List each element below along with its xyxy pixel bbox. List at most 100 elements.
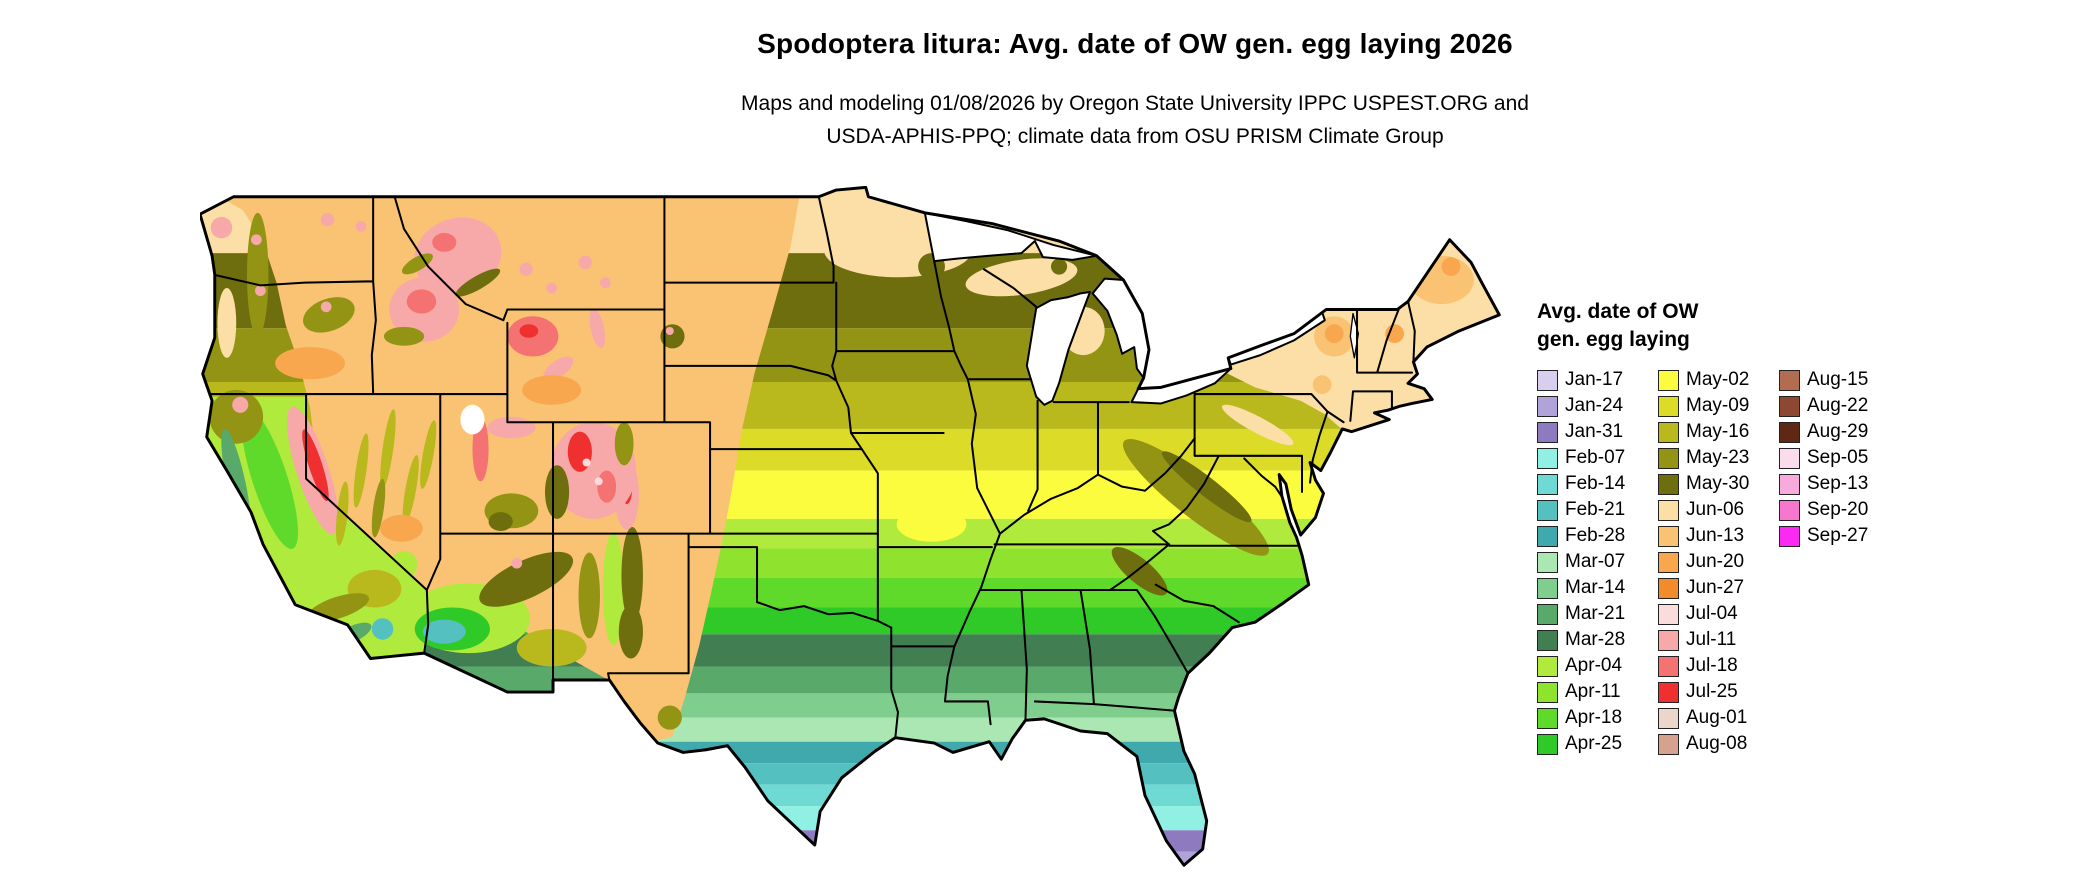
mogollon-rim	[479, 551, 574, 607]
legend-swatch	[1658, 655, 1679, 677]
legend-column: Jan-17 Jan-24 Jan-31 Feb-07 Feb-14 Feb-21 Feb-…	[1537, 367, 1658, 757]
legend-item: Feb-21	[1537, 497, 1658, 523]
legend-title-line-2: gen. egg laying	[1537, 327, 1690, 351]
legend-item: Mar-21	[1537, 601, 1658, 627]
legend-label: Jul-18	[1686, 655, 1738, 677]
legend-label: Sep-20	[1807, 499, 1869, 521]
legend-item: Jan-17	[1537, 367, 1658, 393]
legend-swatch	[1779, 395, 1800, 417]
legend-swatch	[1658, 525, 1679, 547]
legend-item: Aug-08	[1658, 731, 1779, 757]
legend-swatch	[1779, 473, 1800, 495]
wind-river-range	[543, 356, 574, 381]
legend-label: May-23	[1686, 447, 1750, 469]
legend-swatch	[1537, 733, 1558, 755]
legend-item: May-16	[1658, 419, 1779, 445]
legend-swatch	[1779, 525, 1800, 547]
legend-label: Apr-04	[1565, 655, 1623, 677]
maine-highlands	[1409, 255, 1474, 305]
legend-label: Feb-07	[1565, 447, 1626, 469]
davis-mountains	[657, 705, 682, 730]
legend-item: Jul-11	[1658, 627, 1779, 653]
legend-label: Sep-05	[1807, 447, 1869, 469]
upper-peninsula	[965, 258, 1078, 297]
legend-swatch	[1537, 395, 1558, 417]
legend-swatch	[1537, 603, 1558, 625]
salton-basin	[371, 618, 394, 640]
legend-swatch	[1658, 603, 1679, 625]
legend-label: Feb-21	[1565, 499, 1626, 521]
legend-item: May-09	[1658, 393, 1779, 419]
ozarks	[896, 506, 967, 542]
legend-item: Jul-25	[1658, 679, 1779, 705]
legend-label: Aug-22	[1807, 395, 1869, 417]
legend-item: Aug-01	[1658, 705, 1779, 731]
legend-item: Feb-14	[1537, 471, 1658, 497]
legend-item: Apr-04	[1537, 653, 1658, 679]
white-mountains	[1385, 324, 1405, 344]
us-outline	[200, 186, 1501, 867]
lake-michigan	[1025, 291, 1091, 406]
great-lakes	[923, 211, 1360, 406]
pennsylvania-ridges	[1221, 404, 1294, 446]
klamath-mountains	[209, 390, 264, 444]
legend-item: May-23	[1658, 445, 1779, 471]
legend-label: May-16	[1686, 421, 1750, 443]
legend-swatch	[1537, 525, 1558, 547]
legend-item: Mar-28	[1537, 627, 1658, 653]
legend-label: Sep-27	[1807, 525, 1869, 547]
legend-item: Jul-04	[1658, 601, 1779, 627]
legend-label: Apr-11	[1565, 681, 1621, 703]
legend-label: May-09	[1686, 395, 1750, 417]
legend-title-line-1: Avg. date of OW	[1537, 300, 1699, 323]
legend-label: Jul-25	[1686, 681, 1738, 703]
legend-label: May-30	[1686, 473, 1750, 495]
legend-swatch	[1537, 473, 1558, 495]
legend-label: Jun-13	[1686, 525, 1745, 547]
legend-swatch	[1537, 421, 1558, 443]
legend-item: Jan-31	[1537, 419, 1658, 445]
cascades	[246, 212, 269, 337]
central-valley	[241, 408, 299, 550]
appalachians	[1122, 439, 1269, 556]
legend-swatch	[1537, 577, 1558, 599]
us-map-svg	[200, 186, 1501, 867]
legend-swatch	[1537, 551, 1558, 573]
oregon-high-desert	[275, 347, 345, 380]
legend-item: Aug-29	[1779, 419, 1900, 445]
legend-item: Sep-05	[1779, 445, 1900, 471]
legend-item: Mar-07	[1537, 549, 1658, 575]
legend-item: Mar-14	[1537, 575, 1658, 601]
legend-label: Mar-28	[1565, 629, 1626, 651]
legend-swatch	[1779, 499, 1800, 521]
page-subtitle: Maps and modeling 01/08/2026 by Oregon S…	[235, 88, 2035, 153]
bighorn-mountains	[589, 308, 606, 349]
legend-label: Mar-21	[1565, 603, 1626, 625]
vegas-valley	[390, 551, 418, 578]
legend-item: Aug-15	[1779, 367, 1900, 393]
legend-swatch	[1537, 655, 1558, 677]
legend-item: May-02	[1658, 367, 1779, 393]
legend-label: Feb-14	[1565, 473, 1626, 495]
legend-swatch	[1779, 369, 1800, 391]
legend-label: Sep-13	[1807, 473, 1869, 495]
legend-label: Apr-25	[1565, 733, 1623, 755]
legend-label: Jun-06	[1686, 499, 1745, 521]
legend-item: Feb-07	[1537, 445, 1658, 471]
legend-column: May-02 May-09 May-16 May-23 May-30 Jun-06 Jun-…	[1658, 367, 1779, 757]
legend-swatch	[1658, 473, 1679, 495]
legend-label: Jul-04	[1686, 603, 1738, 625]
legend-label: Jun-20	[1686, 551, 1745, 573]
legend-swatch	[1658, 421, 1679, 443]
legend-item: Sep-27	[1779, 523, 1900, 549]
legend-swatch	[1537, 629, 1558, 651]
subtitle-line-1: Maps and modeling 01/08/2026 by Oregon S…	[741, 92, 1529, 115]
legend-label: Aug-08	[1686, 733, 1748, 755]
legend-item: Jun-27	[1658, 575, 1779, 601]
legend-label: Jul-11	[1686, 629, 1737, 651]
legend-item: Jun-20	[1658, 549, 1779, 575]
legend-item: Jun-13	[1658, 523, 1779, 549]
legend-label: Jun-27	[1686, 577, 1745, 599]
lake-superior	[923, 211, 1098, 263]
legend-label: Aug-01	[1686, 707, 1748, 729]
